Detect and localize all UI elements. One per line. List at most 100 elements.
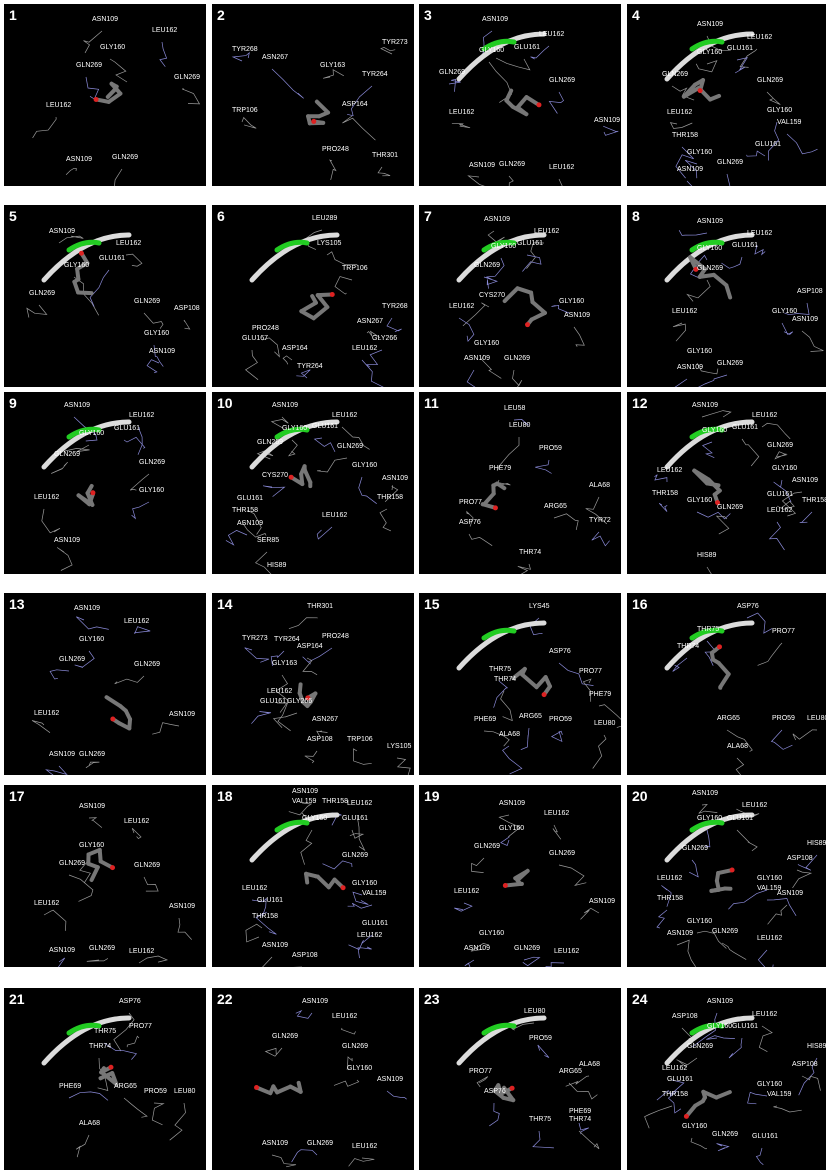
residue-wire xyxy=(349,1158,375,1166)
residue-label: ALA68 xyxy=(579,1061,600,1068)
residue-label: GLU161 xyxy=(114,425,140,432)
figure: 1ASN109LEU162GLY160GLN269GLN269LEU162ASN… xyxy=(0,0,827,1170)
ligand-atom xyxy=(730,868,735,873)
ligand-bond xyxy=(484,494,494,505)
docking-panel: 13ASN109LEU162GLY160GLN269GLN269LEU162AS… xyxy=(4,593,206,775)
residue-label: THR158 xyxy=(652,490,678,497)
residue-wire xyxy=(748,1092,767,1104)
residue-label: GLN269 xyxy=(134,298,160,305)
residue-wire xyxy=(87,958,108,961)
residue-label: GLN269 xyxy=(89,945,115,952)
ligand-atom xyxy=(289,475,294,480)
residue-label: GLY160 xyxy=(282,425,307,432)
residue-label: LEU162 xyxy=(322,512,347,519)
residue-label: THR158 xyxy=(662,1091,688,1098)
residue-wire xyxy=(246,350,259,380)
residue-label: THR75 xyxy=(697,626,719,633)
residue-label: GLY160 xyxy=(687,497,712,504)
residue-wire xyxy=(702,411,731,417)
residue-label: LEU162 xyxy=(539,31,564,38)
residue-wire xyxy=(518,564,531,574)
residue-label: GLY160 xyxy=(79,636,104,643)
residue-wire xyxy=(737,830,757,851)
residue-label: PRO248 xyxy=(322,633,349,640)
panel-number: 19 xyxy=(424,788,440,804)
residue-label: THR74 xyxy=(89,1043,111,1050)
residue-wire xyxy=(574,327,584,347)
residue-label: GLN269 xyxy=(439,69,465,76)
residue-wire xyxy=(736,758,746,775)
residue-label: PRO77 xyxy=(459,499,482,506)
residue-label: GLY160 xyxy=(479,47,504,54)
residue-label: PHE69 xyxy=(474,716,496,723)
residue-label: LEU162 xyxy=(34,494,59,501)
residue-label: GLY160 xyxy=(79,430,104,437)
residue-wire xyxy=(242,118,256,129)
panel-number: 4 xyxy=(632,7,640,23)
residue-label: ASP108 xyxy=(672,1013,698,1020)
residue-label: LEU162 xyxy=(757,935,782,942)
residue-label: PRO77 xyxy=(469,1068,492,1075)
residue-wire xyxy=(69,1092,108,1101)
residue-label: GLN269 xyxy=(687,1043,713,1050)
panel-canvas: 14THR301TYR273TYR264PRO248ASP164GLY163LE… xyxy=(212,593,414,775)
residue-wire xyxy=(677,940,696,967)
panel-number: 12 xyxy=(632,395,648,411)
residue-label: GLU161 xyxy=(755,141,781,148)
residue-label: GLY160 xyxy=(79,842,104,849)
docking-panel: 9ASN109LEU162GLY160GLU161GLN269GLN269LEU… xyxy=(4,392,206,574)
residue-label: LYS105 xyxy=(317,240,341,247)
residue-wire xyxy=(533,1131,554,1148)
residue-label: GLN269 xyxy=(134,661,160,668)
docking-panel: 22ASN109LEU162GLN269GLN269GLY160ASN109AS… xyxy=(212,988,414,1170)
residue-label: GLY160 xyxy=(772,465,797,472)
residue-wire xyxy=(132,828,141,838)
residue-label: PRO77 xyxy=(579,668,602,675)
residue-label: GLY160 xyxy=(697,245,722,252)
residue-label: LEU162 xyxy=(332,412,357,419)
residue-wire xyxy=(782,323,793,335)
docking-panel: 20ASN109LEU162GLY160GLU161HIS89GLN269ASP… xyxy=(627,785,826,967)
ligand-atom xyxy=(341,885,346,890)
residue-label: LEU162 xyxy=(667,109,692,116)
residue-wire xyxy=(691,1138,707,1149)
residue-label: GLY160 xyxy=(687,918,712,925)
residue-label: ASN109 xyxy=(292,788,318,795)
residue-label: GLN269 xyxy=(54,451,80,458)
docking-panel: 2TYR268ASN267TYR273GLY163TYR264TRP106ASP… xyxy=(212,4,414,186)
residue-label: GLY160 xyxy=(479,930,504,937)
panel-canvas: 9ASN109LEU162GLY160GLU161GLN269GLN269LEU… xyxy=(4,392,206,574)
residue-wire xyxy=(358,947,372,958)
residue-label: ASN109 xyxy=(92,16,118,23)
panel-number: 9 xyxy=(9,395,17,411)
residue-label: LEU162 xyxy=(332,1013,357,1020)
residue-wire xyxy=(359,477,377,504)
residue-label: TRP106 xyxy=(342,265,368,272)
residue-wire xyxy=(315,438,335,452)
residue-label: GLY160 xyxy=(100,44,125,51)
ligand-bond xyxy=(92,867,98,880)
residue-wire xyxy=(301,830,312,865)
ligand-atom xyxy=(108,1065,113,1070)
panel-number: 3 xyxy=(424,7,432,23)
residue-wire xyxy=(772,730,793,749)
residue-label: GLN269 xyxy=(514,945,540,952)
residue-label: GLY160 xyxy=(144,330,169,337)
residue-wire xyxy=(800,512,812,523)
residue-label: THR158 xyxy=(232,507,258,514)
residue-label: ASP76 xyxy=(484,1088,506,1095)
residue-wire xyxy=(703,442,715,458)
residue-wire xyxy=(90,270,109,307)
residue-label: GLY160 xyxy=(139,487,164,494)
residue-label: TYR273 xyxy=(382,39,408,46)
residue-wire xyxy=(689,860,698,877)
residue-label: LEU162 xyxy=(549,164,574,171)
ligand-atom xyxy=(698,88,703,93)
residue-wire xyxy=(459,318,474,341)
residue-wire xyxy=(559,865,586,885)
ligand-bond xyxy=(78,292,91,293)
residue-label: LEU162 xyxy=(742,802,767,809)
residue-label: TYR268 xyxy=(382,303,408,310)
residue-wire xyxy=(552,731,563,741)
residue-label: ASP164 xyxy=(282,345,308,352)
